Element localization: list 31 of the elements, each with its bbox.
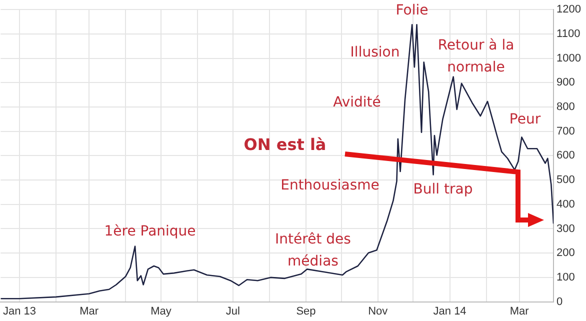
annotation: Bull trap — [413, 182, 473, 198]
x-tick-label: Nov — [368, 305, 388, 318]
y-tick-label: 200 — [556, 247, 575, 260]
annotation: Intérêt des médias — [275, 232, 351, 270]
annotation: Retour à la normale — [438, 38, 514, 76]
x-tick-label: Mar — [80, 305, 99, 318]
x-tick-label: May — [150, 305, 172, 318]
y-tick-label: 800 — [556, 101, 575, 114]
x-tick-label: Sep — [296, 305, 316, 318]
y-tick-label: 600 — [556, 150, 575, 162]
y-tick-label: 1000 — [556, 52, 582, 64]
y-tick-label: 400 — [556, 198, 575, 210]
x-tick-label: Jan 14 — [433, 305, 466, 318]
y-tick-label: 300 — [556, 222, 575, 235]
x-tick-label: Jul — [226, 305, 240, 318]
y-tick-label: 0 — [556, 296, 563, 308]
annotation: Avidité — [333, 94, 381, 111]
annotation: Folie — [396, 2, 428, 19]
y-tick-label: 900 — [556, 76, 575, 89]
annotation: Peur — [509, 112, 541, 128]
annotation: Enthousiasme — [280, 178, 380, 194]
y-tick-label: 700 — [556, 125, 575, 138]
x-tick-label: Mar — [510, 305, 530, 318]
y-tick-label: 500 — [556, 174, 575, 186]
annotation: ON est là — [244, 135, 326, 154]
annotation: 1ère Panique — [104, 224, 196, 240]
annotation: Illusion — [350, 44, 400, 61]
x-tick-label: Jan 13 — [3, 305, 36, 318]
y-tick-label: 1100 — [556, 28, 580, 40]
y-tick-label: 1200 — [556, 4, 582, 16]
y-tick-label: 100 — [556, 271, 575, 284]
